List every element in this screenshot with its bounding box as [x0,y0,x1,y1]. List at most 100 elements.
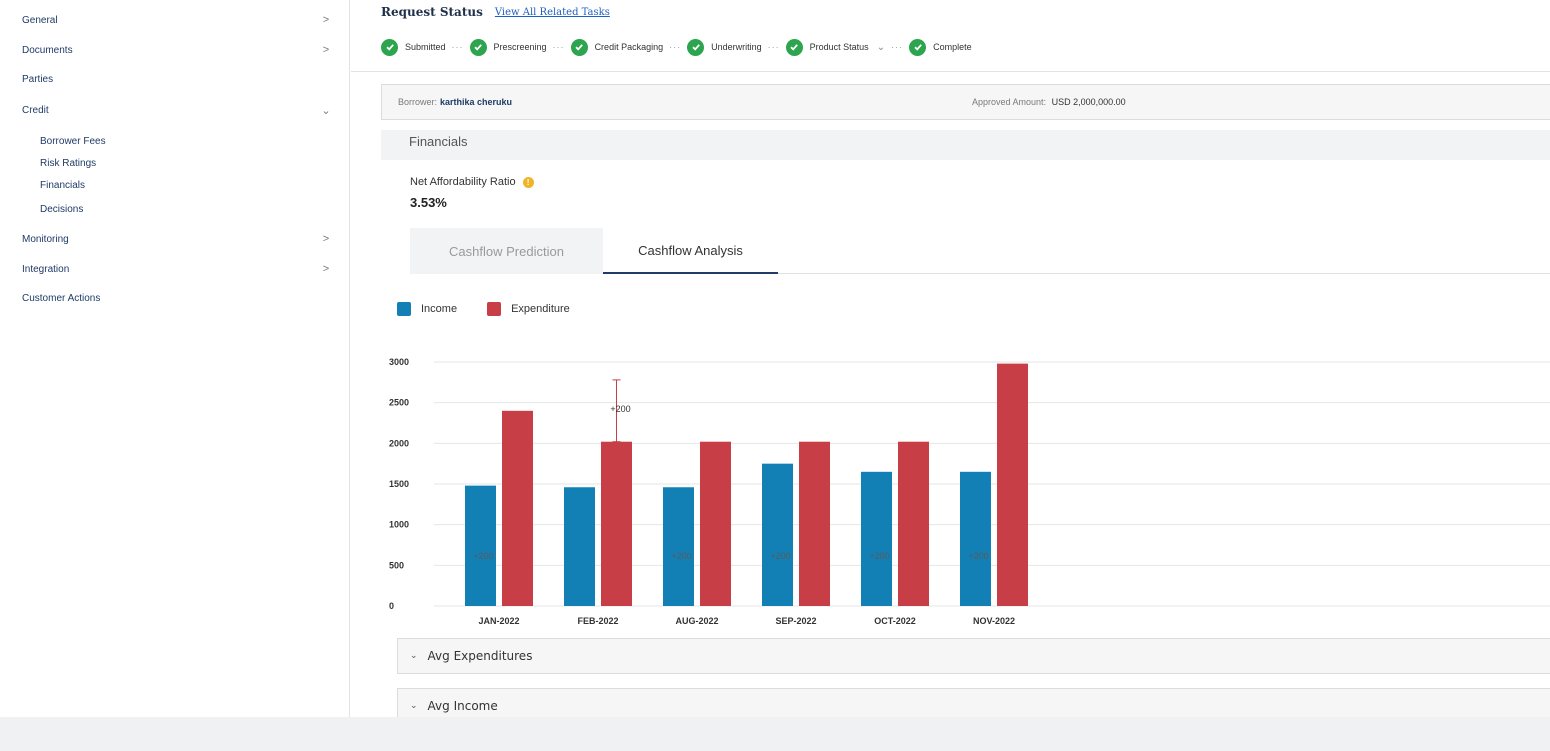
cashflow-bar-chart: 0 500 1000 1500 2000 2500 3000 +200 JAN-2022 FEB-… [389,357,1550,626]
step-separator: ··· [552,42,565,52]
step-label: Product Status [809,42,869,52]
bar-data-label: +200 [968,551,988,561]
sidebar-item-monitoring[interactable]: Monitoring > [22,233,332,245]
status-stepper: Submitted ··· Prescreening ··· Credit Pa… [381,37,972,57]
bar-expenditure [799,441,830,606]
step-label: Complete [933,42,972,52]
legend-swatch-expenditure [487,302,502,316]
bar-income [564,487,595,606]
legend-label-income: Income [421,303,458,315]
step-underwriting[interactable]: Underwriting [687,38,762,56]
request-status-header: Request Status View All Related Tasks [381,5,610,19]
tab-cashflow-prediction[interactable]: Cashflow Prediction [410,228,603,274]
nar-label-text: Net Affordability Ratio [410,176,516,188]
accordion-avg-income[interactable]: ⌄ Avg Income [397,688,1550,717]
borrower-name: karthika cheruku [440,97,513,107]
x-tick-label: SEP-2022 [775,616,816,626]
chevron-down-icon[interactable]: ⌄ [876,41,886,53]
sidebar-subitem-decisions[interactable]: Decisions [40,204,84,215]
borrower-summary-bar: Borrower: karthika cheruku Approved Amou… [381,84,1550,120]
net-affordability-ratio-label: Net Affordability Ratio ! [410,176,534,188]
check-circle-icon [785,38,803,56]
check-circle-icon [381,38,398,56]
legend-label-expenditure: Expenditure [511,303,570,315]
x-tick-label: NOV-2022 [973,616,1015,626]
main-content: Request Status View All Related Tasks Su… [351,0,1550,717]
bar-data-label: +200 [473,551,493,561]
step-label: Credit Packaging [594,42,664,52]
accordion-avg-expenditures[interactable]: ⌄ Avg Expenditures [397,638,1550,674]
bar-income [465,485,496,606]
error-bar-label: +200 [610,404,630,414]
sidebar-item-credit[interactable]: Credit ⌄ [22,104,332,117]
step-separator: ··· [891,42,904,52]
y-tick-label: 3000 [389,357,409,367]
y-tick-label: 2000 [389,438,409,448]
sidebar-item-customer-actions[interactable]: Customer Actions [22,293,332,304]
approved-amount-label: Approved Amount: [972,97,1047,107]
bar-expenditure [700,441,731,606]
bar-expenditure [898,441,929,606]
sidebar-subitem-financials[interactable]: Financials [40,180,86,191]
step-label: Prescreening [493,42,547,52]
approved-amount-value: USD 2,000,000.00 [1051,97,1126,107]
legend-income[interactable]: Income [397,302,457,316]
step-separator: ··· [767,42,780,52]
x-tick-label: AUG-2022 [675,616,718,626]
step-label: Underwriting [711,42,762,52]
x-tick-label: FEB-2022 [577,616,618,626]
step-prescreening[interactable]: Prescreening [469,38,547,56]
y-tick-label: 1500 [389,479,409,489]
chevron-down-icon: ⌄ [321,105,331,117]
sidebar-subitem-risk-ratings[interactable]: Risk Ratings [40,158,97,169]
sidebar-item-label: Integration [22,263,70,275]
chevron-right-icon: > [322,14,330,26]
chevron-right-icon: > [322,44,330,56]
bottom-bar [0,717,1550,751]
bar-expenditure [997,363,1028,606]
check-circle-icon [570,38,588,56]
step-separator: ··· [451,42,464,52]
legend-expenditure[interactable]: Expenditure [487,302,570,316]
check-circle-icon [469,38,487,56]
bar-income [663,487,694,606]
bar-income [960,471,991,606]
chevron-right-icon: > [322,263,330,275]
bar-data-label: +200 [869,551,889,561]
sidebar-item-label: General [22,14,58,26]
borrower-label: Borrower: [398,97,438,107]
financials-section-header: Financials [381,130,1550,160]
bar-income [861,471,892,606]
chevron-down-icon: ⌄ [410,651,418,661]
step-separator: ··· [669,42,682,52]
sidebar-item-label: Monitoring [22,233,69,245]
sidebar-item-integration[interactable]: Integration > [22,263,332,275]
sidebar-item-documents[interactable]: Documents > [22,44,332,56]
legend-swatch-income [397,302,411,316]
sidebar-item-parties[interactable]: Parties [22,74,332,85]
approved-amount-group: Approved Amount: USD 2,000,000.00 [972,97,1126,107]
x-tick-label: JAN-2022 [478,616,519,626]
view-related-tasks-link[interactable]: View All Related Tasks [494,6,610,18]
sidebar-item-general[interactable]: General > [22,14,332,26]
tab-cashflow-analysis[interactable]: Cashflow Analysis [603,228,778,274]
bar-data-label: +200 [770,551,790,561]
chevron-right-icon: > [322,233,330,245]
bar-income [762,463,793,606]
header-divider [351,71,1550,72]
step-complete[interactable]: Complete [909,38,972,56]
info-icon[interactable]: ! [522,176,534,188]
net-affordability-ratio-value: 3.53% [410,195,447,210]
step-product-status[interactable]: Product Status ⌄ [785,38,886,56]
accordion-label: Avg Expenditures [427,649,533,663]
check-circle-icon [687,38,705,56]
bar-expenditure [601,441,632,606]
chart-legend: Income Expenditure [397,302,600,316]
step-submitted[interactable]: Submitted [381,38,446,56]
step-label: Submitted [405,42,446,52]
y-tick-label: 500 [389,560,404,570]
step-credit-packaging[interactable]: Credit Packaging [570,38,664,56]
sidebar-item-label: Customer Actions [22,293,101,304]
sidebar-subitem-borrower-fees[interactable]: Borrower Fees [40,136,106,147]
check-circle-icon [909,38,927,56]
